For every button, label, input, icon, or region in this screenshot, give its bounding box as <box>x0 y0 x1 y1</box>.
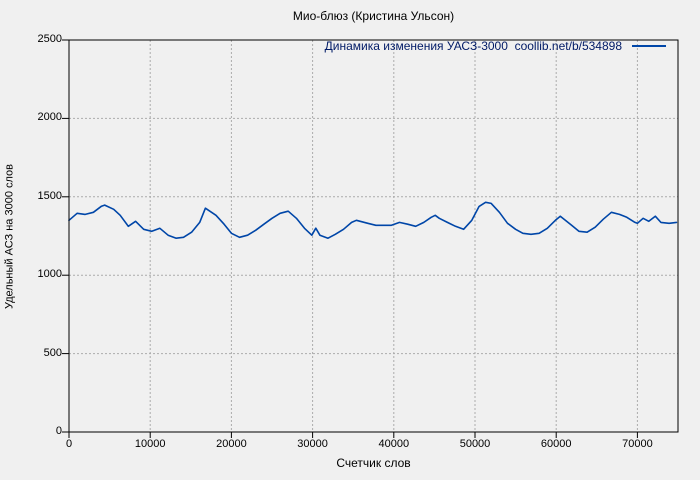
chart-title: Мио-блюз (Кристина Ульсон) <box>292 9 455 23</box>
x-tick-label: 40000 <box>378 438 410 450</box>
data-line <box>68 201 678 239</box>
x-tick-label: 10000 <box>134 438 166 450</box>
x-tick-label: 30000 <box>297 438 328 450</box>
y-tick-label: 2000 <box>37 111 62 124</box>
y-tick-label: 0 <box>55 425 62 437</box>
x-tick-label: 60000 <box>540 438 572 450</box>
y-tick-label: 1000 <box>37 268 62 281</box>
legend-line-sample <box>632 45 666 47</box>
legend-label: Динамика изменения УАСЗ-3000 coollib.net… <box>324 39 622 53</box>
plot-border <box>68 39 679 433</box>
y-axis-label: Удельный АСЗ на 3000 слов <box>3 163 16 310</box>
y-tick-label: 2500 <box>37 33 62 45</box>
y-tick-label: 500 <box>43 346 62 359</box>
x-tick-label: 20000 <box>216 438 247 450</box>
x-tick-label: 50000 <box>459 438 491 450</box>
x-tick-label: 0 <box>65 438 73 450</box>
x-tick-label: 70000 <box>622 438 653 450</box>
y-tick-label: 1500 <box>37 189 62 202</box>
x-axis-label: Счетчик слов <box>336 456 411 470</box>
